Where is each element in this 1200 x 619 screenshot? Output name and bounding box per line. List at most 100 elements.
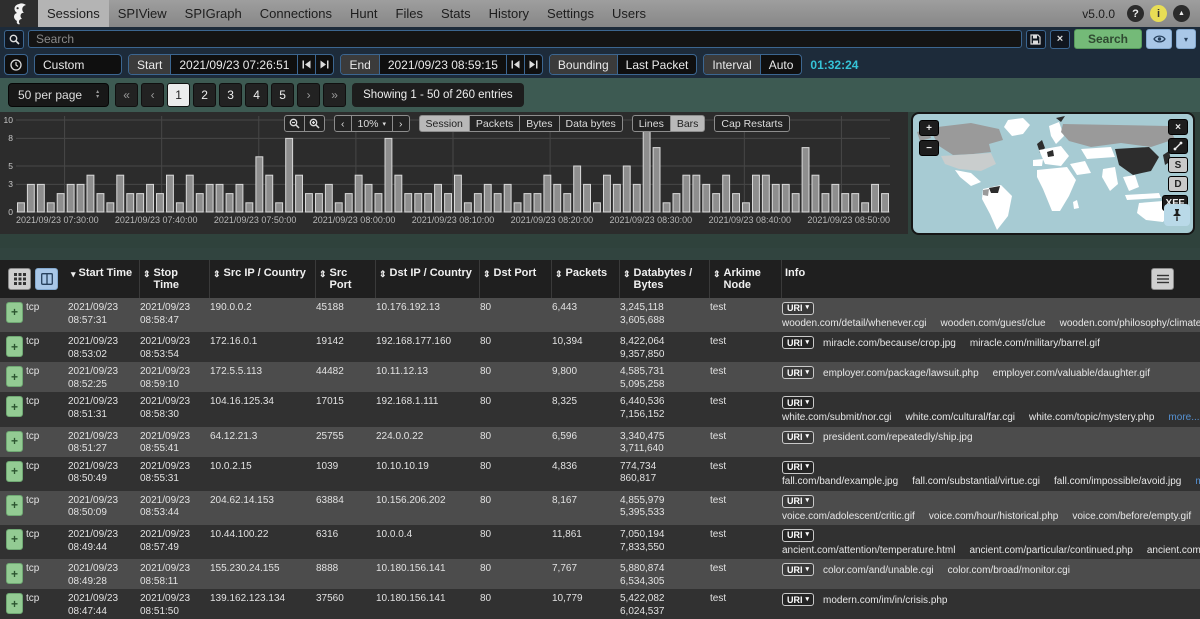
timeline-bar[interactable] xyxy=(156,193,164,213)
dst-ip-cell[interactable]: 224.0.0.22 xyxy=(376,430,424,442)
timeline-bar[interactable] xyxy=(722,174,731,213)
timeline-bar[interactable] xyxy=(742,202,750,213)
timeline-bar[interactable] xyxy=(195,193,204,213)
more-link[interactable]: more... xyxy=(1195,476,1200,488)
timeline-bar[interactable] xyxy=(553,183,562,213)
timeline-bar[interactable] xyxy=(434,183,443,213)
column-header-srcip[interactable]: ⇕ Src IP / Country xyxy=(210,260,316,298)
nav-item-files[interactable]: Files xyxy=(395,6,423,21)
timeline-bar[interactable] xyxy=(463,202,472,213)
timeline-bar[interactable] xyxy=(682,174,691,213)
expand-session-button[interactable]: + xyxy=(6,494,23,516)
column-header-dstport[interactable]: ⇕ Dst Port xyxy=(480,260,552,298)
expand-session-button[interactable]: + xyxy=(6,430,23,452)
end-time-input[interactable]: 2021/09/23 08:59:15 xyxy=(387,57,498,72)
timeline-bar[interactable] xyxy=(36,183,45,213)
timeline-bar[interactable] xyxy=(523,193,532,213)
timeline-bar[interactable] xyxy=(185,174,194,213)
dst-port-cell[interactable]: 80 xyxy=(480,494,492,506)
uri-dropdown-button[interactable]: URI ▾ xyxy=(782,430,815,444)
column-config-button[interactable] xyxy=(35,268,58,290)
timeline-bar[interactable] xyxy=(106,202,115,213)
timeline-bar[interactable] xyxy=(861,202,870,213)
timeline-bar[interactable] xyxy=(612,183,621,213)
toggle-select-all-button[interactable] xyxy=(8,268,31,290)
timeline-bar[interactable] xyxy=(593,202,601,213)
timeline-bar[interactable] xyxy=(205,183,214,213)
src-port-cell[interactable]: 63884 xyxy=(316,494,344,506)
src-port-cell[interactable]: 6316 xyxy=(316,529,339,540)
scroll-top-button[interactable]: ▲ xyxy=(1173,5,1190,22)
timeline-bar[interactable] xyxy=(503,183,512,213)
timeline-bar[interactable] xyxy=(364,183,373,213)
uri-value[interactable]: employer.com/package/lawsuit.php xyxy=(823,367,979,379)
series-session-button[interactable]: Session xyxy=(418,115,470,132)
timeline-bar[interactable] xyxy=(245,202,254,213)
chart-zoom-level-select[interactable]: 10% ▾ xyxy=(350,115,394,132)
uri-value[interactable]: miracle.com/military/barrel.gif xyxy=(969,337,1100,349)
column-header-node[interactable]: ⇕ Arkime Node xyxy=(710,260,782,298)
timeline-bar[interactable] xyxy=(811,174,820,213)
timeline-bar[interactable] xyxy=(454,174,462,213)
timeline-bar[interactable] xyxy=(821,193,830,213)
timeline-bar[interactable] xyxy=(285,137,294,213)
timeline-bar[interactable] xyxy=(56,193,65,213)
column-header-srcport[interactable]: ⇕ Src Port xyxy=(316,260,376,298)
help-button[interactable]: ? xyxy=(1127,5,1144,22)
timeline-bar[interactable] xyxy=(26,183,35,213)
timeline-bar[interactable] xyxy=(265,174,274,213)
src-ip-cell[interactable]: 10.0.2.15 xyxy=(210,460,252,472)
timeline-bar[interactable] xyxy=(394,174,403,213)
end-step-forward-button[interactable] xyxy=(523,55,542,74)
dst-ip-cell[interactable]: 192.168.1.111 xyxy=(376,396,439,408)
timeline-bar[interactable] xyxy=(642,119,651,213)
src-ip-cell[interactable]: 204.62.14.153 xyxy=(210,494,274,506)
series-bytes-button[interactable]: Bytes xyxy=(519,115,560,132)
search-input[interactable] xyxy=(28,30,1022,48)
timeline-bar[interactable] xyxy=(781,183,790,213)
dst-ip-cell[interactable]: 10.180.156.141 xyxy=(376,563,446,575)
uri-value[interactable]: white.com/submit/nor.cgi xyxy=(782,412,892,423)
interval-select[interactable]: Auto xyxy=(768,57,794,72)
pan-left-button[interactable]: ‹ xyxy=(334,115,352,132)
src-port-cell[interactable]: 37560 xyxy=(316,593,344,605)
timeline-bar[interactable] xyxy=(384,137,393,213)
timeline-bar[interactable] xyxy=(315,193,323,213)
src-port-cell[interactable]: 19142 xyxy=(316,336,344,348)
uri-value[interactable]: voice.com/adolescent/critic.gif xyxy=(782,510,915,522)
src-port-cell[interactable]: 44482 xyxy=(316,366,344,378)
timeline-bar[interactable] xyxy=(473,193,482,213)
uri-value[interactable]: fall.com/impossible/avoid.jpg xyxy=(1054,476,1182,488)
timeline-bar[interactable] xyxy=(851,193,860,213)
world-map[interactable] xyxy=(913,114,1195,233)
expand-session-button[interactable]: + xyxy=(6,366,23,388)
nav-item-spigraph[interactable]: SPIGraph xyxy=(184,6,242,21)
column-header-start[interactable]: ▾ Start Time xyxy=(68,260,140,298)
map-pin-button[interactable] xyxy=(1164,204,1190,226)
uri-value[interactable]: color.com/broad/monitor.cgi xyxy=(947,564,1070,576)
clear-search-button[interactable]: × xyxy=(1049,29,1070,49)
timeline-bar[interactable] xyxy=(136,193,145,213)
timeline-bar[interactable] xyxy=(543,174,552,213)
timeline-bar[interactable] xyxy=(493,193,502,213)
dst-port-cell[interactable]: 80 xyxy=(480,563,492,575)
page-prev-button[interactable]: ‹ xyxy=(141,83,165,107)
src-ip-cell[interactable]: 172.16.0.1 xyxy=(210,336,258,348)
src-ip-cell[interactable]: 190.0.0.2 xyxy=(210,302,252,313)
timeline-bar[interactable] xyxy=(662,202,671,213)
timeline-bar[interactable] xyxy=(66,183,75,213)
uri-value[interactable]: fall.com/band/example.jpg xyxy=(782,476,899,488)
dst-port-cell[interactable]: 80 xyxy=(480,593,492,605)
uri-value[interactable]: white.com/cultural/far.cgi xyxy=(905,412,1016,423)
uri-dropdown-button[interactable]: URI ▾ xyxy=(782,593,815,607)
expand-session-button[interactable]: + xyxy=(6,396,23,418)
timeline-bar[interactable] xyxy=(692,174,701,213)
time-settings-button[interactable] xyxy=(4,54,28,75)
dst-ip-cell[interactable]: 10.0.0.4 xyxy=(376,529,413,540)
timeline-bar[interactable] xyxy=(652,147,661,213)
expand-session-button[interactable]: + xyxy=(6,460,23,482)
page-3-button[interactable]: 3 xyxy=(219,83,243,107)
column-header-packets[interactable]: ⇕ Packets xyxy=(552,260,620,298)
dst-port-cell[interactable]: 80 xyxy=(480,460,492,472)
src-port-cell[interactable]: 17015 xyxy=(316,396,344,408)
